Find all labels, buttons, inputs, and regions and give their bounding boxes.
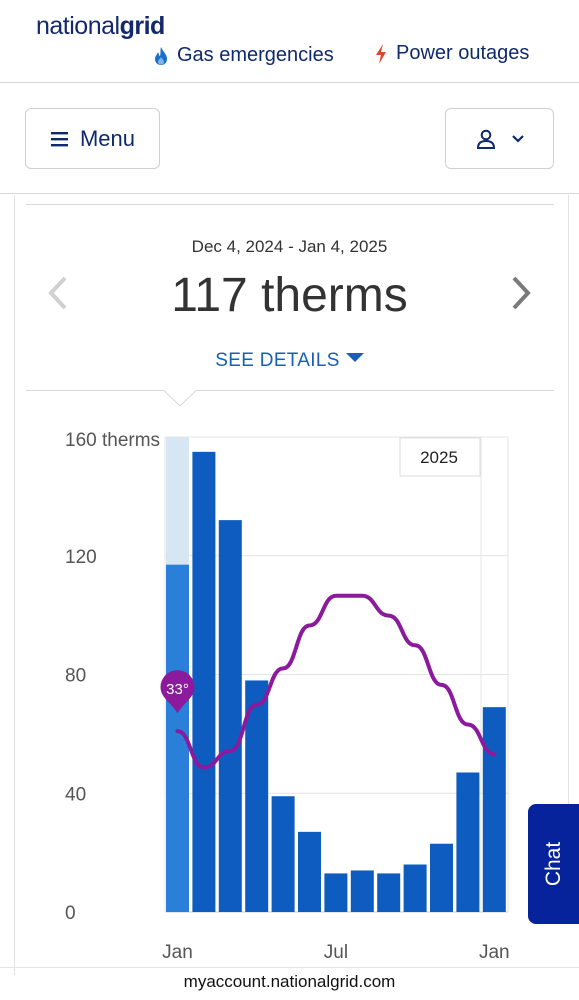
power-outages-label: Power outages (396, 42, 530, 64)
lightning-bolt-icon (376, 43, 386, 64)
chevron-down-icon (511, 134, 524, 143)
chevron-left-icon (48, 276, 67, 310)
hamburger-icon (50, 131, 68, 146)
year-label: 2025 (420, 448, 458, 467)
temperature-line (175, 593, 497, 770)
logo-text-national: national (36, 12, 120, 40)
usage-bar (350, 870, 374, 912)
gas-emergencies-link[interactable]: Gas emergencies (153, 44, 334, 67)
menu-label: Menu (79, 125, 136, 151)
logo-text-grid: grid (119, 12, 166, 40)
previous-period-button[interactable] (45, 272, 71, 322)
temperature-badge-label: 33° (166, 681, 189, 698)
header-divider (0, 82, 579, 83)
usage-bar (298, 831, 321, 912)
chevron-right-icon (512, 276, 531, 310)
usage-bar (271, 796, 295, 912)
next-period-button[interactable] (508, 272, 534, 322)
nationalgrid-logo[interactable]: nationalgrid (36, 12, 165, 41)
x-tick-label: Jul (324, 942, 348, 963)
card-left-border (14, 195, 15, 975)
usage-bar (482, 707, 506, 912)
card-top-rule (26, 204, 554, 205)
chat-label: Chat (541, 841, 565, 887)
y-tick-label: 80 (65, 666, 86, 687)
usage-bar (245, 680, 269, 912)
flame-icon (155, 46, 167, 65)
year-label-box (399, 437, 481, 477)
usage-bar (377, 873, 401, 912)
usage-bar (456, 772, 480, 912)
footer-divider (0, 967, 579, 968)
gas-emergencies-label: Gas emergencies (177, 44, 334, 66)
usage-bar (218, 520, 242, 912)
card-right-border (568, 195, 569, 805)
x-tick-label: Jan (162, 942, 193, 963)
usage-bar (324, 873, 348, 912)
caret-down-icon (345, 353, 364, 363)
y-tick-label: 0 (65, 903, 76, 924)
x-tick-label: Jan (479, 942, 510, 963)
usage-chart: 33° 2025 0 40 80 120 160 therms Jan Jul Jan (65, 430, 510, 963)
billing-period-dates: Dec 4, 2024 - Jan 4, 2025 (191, 237, 388, 256)
usage-bar (403, 864, 427, 912)
temperature-badge (160, 670, 195, 714)
user-icon (476, 129, 495, 149)
y-tick-label: 40 (65, 784, 86, 805)
see-details-link[interactable]: SEE DETAILS (0, 350, 579, 372)
page-url: myaccount.nationalgrid.com (183, 972, 396, 991)
menu-divider (0, 193, 579, 194)
usage-bar (430, 843, 453, 912)
menu-button[interactable]: Menu (25, 108, 160, 169)
chat-button[interactable]: Chat (528, 804, 579, 924)
usage-amount: 117 therms (171, 269, 408, 322)
power-outages-link[interactable]: Power outages (374, 42, 529, 65)
usage-bar (192, 451, 216, 912)
see-details-label: SEE DETAILS (215, 350, 340, 371)
details-divider-notch (26, 390, 554, 407)
y-tick-label: 120 (65, 547, 97, 568)
usage-bar (166, 564, 189, 912)
y-axis-max-label: 160 therms (65, 430, 160, 451)
account-dropdown-button[interactable] (445, 108, 554, 169)
